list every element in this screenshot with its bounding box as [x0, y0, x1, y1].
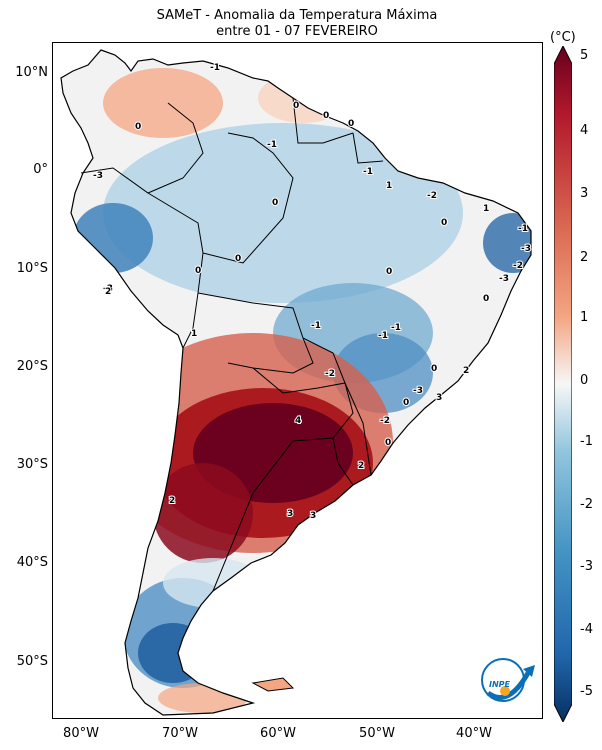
contour-label: 0	[403, 398, 409, 408]
contour-label: 0	[441, 218, 447, 228]
contour-label: 2	[169, 496, 175, 506]
inpe-logo-text: INPE	[489, 680, 511, 689]
contour-label: 2	[105, 287, 111, 297]
contour-label: 2	[358, 461, 364, 471]
contour-label: 0	[195, 266, 201, 276]
x-label: 50°W	[359, 726, 395, 741]
y-label: 40°S	[16, 555, 48, 570]
colorbar-unit: (°C)	[550, 30, 576, 45]
contour-label: -2	[380, 416, 390, 426]
colorbar-tick: 1	[580, 310, 589, 325]
contour-label: -3	[93, 171, 103, 181]
south-america-map: -1 0 0 0 0 -1 -1 1 -2 1 -1 -3 -3 -2 -3 -…	[60, 49, 535, 716]
contour-label: -1	[378, 331, 388, 341]
map-area: -1 0 0 0 0 -1 -1 1 -2 1 -1 -3 -3 -2 -3 -…	[52, 42, 543, 719]
colorbar-tick: 4	[580, 123, 589, 138]
x-label: 70°W	[162, 726, 198, 741]
x-label: 80°W	[63, 726, 99, 741]
contour-label: -1	[210, 63, 220, 73]
contour-label: -3	[413, 386, 423, 396]
contour-label: -2	[513, 261, 523, 271]
contour-label: 4	[295, 416, 301, 426]
contour-label: 0	[135, 122, 141, 132]
contour-label: -2	[427, 191, 437, 201]
colorbar-tick: -5	[580, 684, 593, 699]
contour-label: 3	[310, 511, 316, 521]
contour-label: 3	[287, 509, 293, 519]
contour-label: 0	[235, 254, 241, 264]
contour-label: 0	[272, 198, 278, 208]
contour-label: -2	[325, 369, 335, 379]
title-line-2: entre 01 - 07 FEVEREIRO	[216, 24, 378, 39]
contour-label: -1	[267, 140, 277, 150]
colorbar-tick: 2	[580, 250, 589, 265]
inpe-logo: INPE	[481, 658, 535, 702]
x-label: 60°W	[260, 726, 296, 741]
coastline	[60, 49, 532, 716]
y-label: 10°N	[15, 65, 48, 80]
y-label: 30°S	[16, 457, 48, 472]
contour-label: 0	[385, 438, 391, 448]
contour-label: 1	[386, 181, 392, 191]
contour-label: 0	[431, 364, 437, 374]
colorbar-tick: -3	[580, 559, 593, 574]
colorbar	[554, 46, 572, 722]
contour-label: -1	[518, 224, 528, 234]
contour-label: 0	[483, 294, 489, 304]
colorbar-tick: -2	[580, 497, 593, 512]
contour-label: -1	[311, 321, 321, 331]
y-label: 0°	[33, 162, 48, 177]
contour-label: 3	[436, 393, 442, 403]
contour-label: -1	[363, 167, 373, 177]
colorbar-tick: 5	[580, 48, 589, 63]
colorbar-tick: 0	[580, 373, 589, 388]
falkland-islands	[251, 677, 295, 692]
colorbar-tick: -4	[580, 622, 593, 637]
contour-label: 1	[483, 204, 489, 214]
y-label: 10°S	[16, 261, 48, 276]
colorbar-tick: -1	[580, 434, 593, 449]
contour-label: -3	[499, 274, 509, 284]
colorbar-tick: 3	[580, 186, 589, 201]
contour-label: 0	[386, 267, 392, 277]
country-borders	[80, 97, 384, 592]
y-label: 50°S	[16, 654, 48, 669]
x-label: 40°W	[456, 726, 492, 741]
contour-label: -3	[521, 244, 531, 254]
contour-labels: -1 0 0 0 0 -1 -1 1 -2 1 -1 -3 -3 -2 -3 -…	[92, 62, 532, 522]
title-line-1: SAMeT - Anomalia da Temperatura Máxima	[156, 8, 438, 23]
contour-label: 2	[463, 366, 469, 376]
contour-label: 0	[348, 119, 354, 129]
contour-label: -3	[103, 284, 113, 294]
contour-label: -1	[391, 323, 401, 333]
map-title: SAMeT - Anomalia da Temperatura Máxima e…	[50, 8, 544, 40]
contour-label: 1	[191, 329, 197, 339]
contour-label: 0	[293, 101, 299, 111]
contour-label: 0	[323, 111, 329, 121]
y-label: 20°S	[16, 359, 48, 374]
anomaly-field	[61, 50, 531, 715]
